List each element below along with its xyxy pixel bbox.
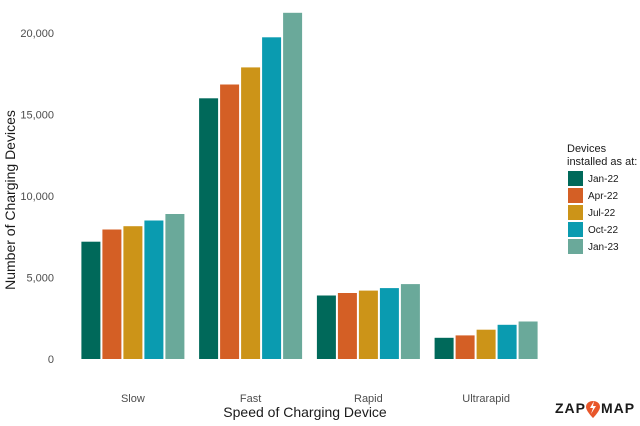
bar-slow-jul-22 bbox=[123, 226, 143, 359]
x-axis-title: Speed of Charging Device bbox=[223, 404, 387, 420]
bar-fast-apr-22 bbox=[220, 84, 240, 359]
bar-ultrarapid-apr-22 bbox=[455, 335, 475, 359]
legend-label: Oct-22 bbox=[588, 225, 618, 236]
bar-rapid-jan-22 bbox=[316, 295, 336, 359]
x-category-label: Slow bbox=[121, 393, 145, 405]
x-category-label: Ultrarapid bbox=[462, 393, 510, 405]
x-axis-categories: Slow Fast Rapid Ultrarapid bbox=[121, 393, 510, 405]
bar-rapid-jan-23 bbox=[400, 284, 420, 359]
bar-ultrarapid-oct-22 bbox=[497, 324, 517, 359]
bar-fast-oct-22 bbox=[262, 37, 282, 360]
y-tick-label: 20,000 bbox=[20, 28, 54, 40]
y-axis-title: Number of Charging Devices bbox=[2, 110, 18, 290]
lightning-pin-icon bbox=[586, 401, 600, 418]
legend-swatch bbox=[568, 239, 583, 254]
bar-slow-jan-22 bbox=[81, 241, 101, 359]
legend-label: Jan-23 bbox=[588, 242, 619, 253]
bar-fast-jan-22 bbox=[199, 98, 219, 360]
bar-slow-jan-23 bbox=[165, 214, 185, 359]
bar-fast-jan-23 bbox=[283, 12, 303, 360]
legend-label: Jul-22 bbox=[588, 208, 616, 219]
legend-label: Jan-22 bbox=[588, 174, 619, 185]
bar-ultrarapid-jan-23 bbox=[518, 321, 538, 359]
legend-swatch bbox=[568, 222, 583, 237]
bar-ultrarapid-jul-22 bbox=[476, 329, 496, 359]
y-tick-label: 5,000 bbox=[26, 273, 54, 285]
y-axis-ticks: 0 5,000 10,000 15,000 20,000 bbox=[20, 28, 54, 366]
logo-text-left: ZAP bbox=[555, 400, 586, 416]
bar-slow-apr-22 bbox=[102, 229, 122, 359]
bars bbox=[81, 12, 538, 360]
y-tick-label: 0 bbox=[48, 354, 54, 366]
x-category-label: Fast bbox=[240, 393, 261, 405]
y-tick-label: 10,000 bbox=[20, 191, 54, 203]
legend-swatch bbox=[568, 205, 583, 220]
bar-slow-oct-22 bbox=[144, 220, 164, 359]
logo-text-right: MAP bbox=[601, 400, 635, 416]
legend-label: Apr-22 bbox=[588, 191, 618, 202]
bar-rapid-oct-22 bbox=[379, 288, 399, 359]
zapmap-logo: ZAP MAP bbox=[555, 400, 635, 418]
bar-ultrarapid-jan-22 bbox=[434, 337, 454, 359]
x-category-label: Rapid bbox=[354, 393, 383, 405]
legend-title-line-2: installed as at: bbox=[567, 156, 637, 168]
bar-rapid-jul-22 bbox=[358, 290, 378, 359]
legend: Devices installed as at: Jan-22 Apr-22 Jul… bbox=[567, 143, 637, 254]
bar-rapid-apr-22 bbox=[337, 293, 357, 359]
legend-swatch bbox=[568, 188, 583, 203]
legend-swatch bbox=[568, 171, 583, 186]
bar-fast-jul-22 bbox=[241, 67, 261, 360]
y-tick-label: 15,000 bbox=[20, 110, 54, 122]
legend-title-line-1: Devices bbox=[567, 143, 607, 155]
